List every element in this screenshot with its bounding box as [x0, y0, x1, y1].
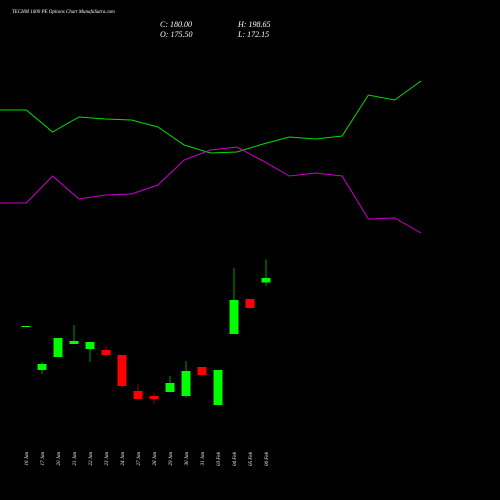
- candle-body: [245, 299, 255, 308]
- candle-body: [181, 371, 191, 396]
- candle-body: [229, 300, 239, 334]
- x-tick-label: 23 Jan: [105, 452, 110, 466]
- x-tick-label: 20 Jan: [57, 452, 62, 466]
- x-tick-label: 06 Feb: [265, 452, 270, 467]
- candle-body: [197, 367, 207, 375]
- x-tick-label: 31 Jan: [201, 452, 206, 466]
- candle-body: [53, 338, 63, 357]
- x-tick-label: 03 Feb: [217, 452, 222, 467]
- close-label: C: 180.00: [160, 20, 192, 29]
- x-tick-label: 05 Feb: [249, 452, 254, 467]
- x-tick-label: 16 Jan: [25, 452, 30, 466]
- candle-body: [149, 396, 159, 399]
- chart-title: TECHM 1600 PE Options Chart MunafaSutra.…: [12, 10, 115, 15]
- x-tick-label: 27 Jan: [137, 452, 142, 466]
- candle-body: [133, 391, 143, 399]
- low-label: L: 172.15: [237, 30, 269, 39]
- x-tick-label: 21 Jan: [73, 452, 78, 466]
- x-tick-label: 24 Jan: [121, 452, 126, 466]
- candle-body: [37, 364, 47, 370]
- x-tick-label: 30 Jan: [185, 452, 190, 466]
- x-tick-label: 22 Jan: [89, 452, 94, 466]
- candle-body: [117, 355, 127, 386]
- candle-body: [85, 342, 95, 349]
- candle-body: [101, 350, 111, 355]
- candle-body: [69, 341, 79, 344]
- candle-body: [213, 370, 223, 405]
- x-tick-label: 28 Jan: [153, 452, 158, 466]
- indicator-line: [0, 146, 422, 234]
- open-label: O: 175.50: [160, 30, 192, 39]
- x-tick-label: 29 Jan: [169, 452, 174, 466]
- candle-body: [165, 383, 175, 392]
- candle-body: [21, 326, 31, 327]
- x-tick-label: 17 Jan: [41, 452, 46, 466]
- high-label: H: 198.65: [237, 20, 270, 29]
- x-tick-label: 04 Feb: [233, 452, 238, 467]
- candle-body: [261, 278, 271, 283]
- indicator-line: [0, 80, 422, 154]
